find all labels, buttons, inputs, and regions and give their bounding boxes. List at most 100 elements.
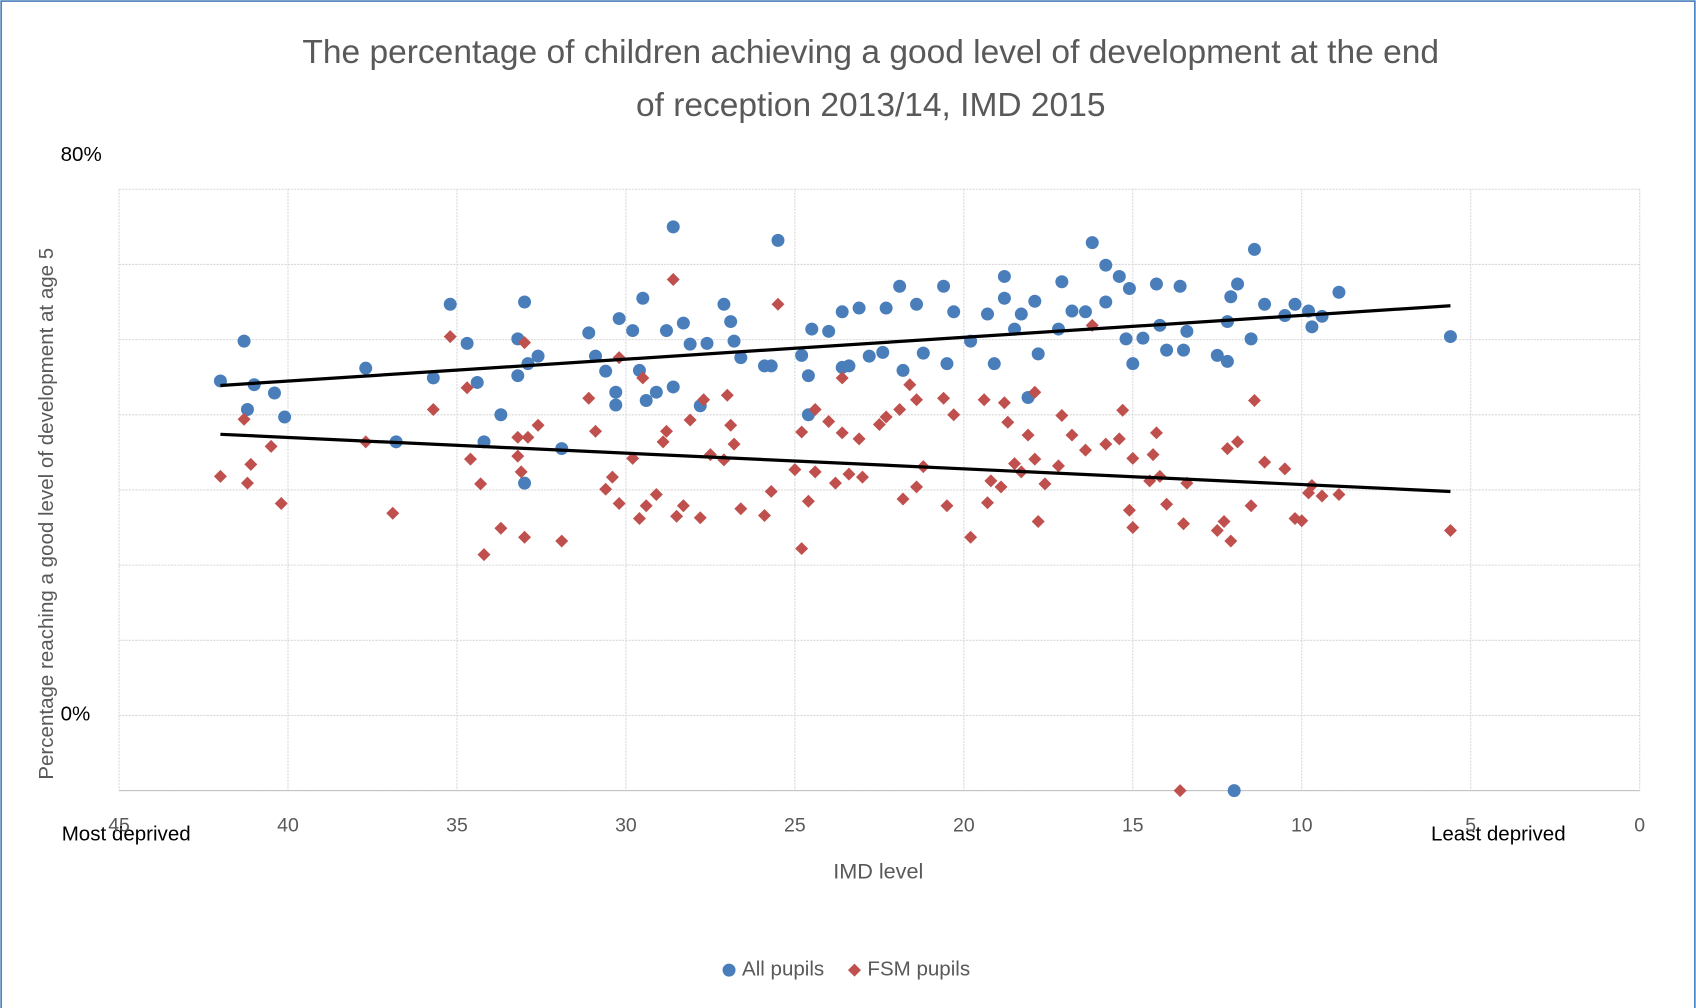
point (717, 297, 731, 311)
point (1051, 459, 1065, 473)
point (910, 393, 924, 407)
point (1173, 784, 1187, 798)
point (1244, 499, 1258, 513)
point (649, 385, 663, 399)
point (359, 361, 373, 375)
point (639, 394, 653, 407)
point (997, 291, 1011, 305)
point (757, 509, 771, 522)
point (1220, 442, 1234, 456)
point (720, 388, 734, 402)
point (1149, 426, 1163, 440)
point (676, 499, 690, 513)
point (795, 348, 809, 362)
point (518, 476, 532, 490)
point (697, 393, 711, 407)
point (278, 410, 292, 424)
point (1224, 290, 1238, 304)
point (599, 364, 613, 378)
point (649, 487, 663, 501)
point (1231, 277, 1245, 291)
point (835, 305, 849, 319)
point (795, 425, 809, 439)
point (1014, 307, 1028, 321)
point (1160, 343, 1174, 357)
point (1028, 294, 1042, 308)
point (842, 359, 856, 373)
point (1220, 354, 1234, 368)
x-axis-label: IMD level (833, 859, 923, 884)
trendline (220, 432, 1451, 494)
y-axis-label: Percentage reaching a good level of deve… (35, 248, 58, 780)
point (1065, 428, 1079, 442)
point (1099, 295, 1113, 309)
point (835, 371, 849, 385)
point (997, 269, 1011, 283)
point (1210, 348, 1224, 362)
x-tick-label: 20 (953, 814, 975, 836)
point (1258, 297, 1272, 311)
legend-label: All pupils (742, 958, 824, 981)
point (1295, 514, 1309, 528)
point (1146, 448, 1160, 462)
point (676, 316, 690, 330)
point (805, 322, 819, 336)
point (808, 465, 822, 479)
point (724, 418, 738, 432)
point (1180, 324, 1194, 338)
point (612, 496, 626, 510)
point (463, 452, 477, 466)
point (822, 324, 836, 338)
point (1008, 457, 1022, 471)
point (683, 337, 697, 351)
point (879, 301, 893, 315)
point (1278, 462, 1292, 476)
point (639, 499, 653, 513)
point (855, 470, 869, 484)
point (605, 470, 619, 484)
point (1126, 451, 1140, 465)
annotation: Least deprived (1431, 822, 1566, 845)
point (494, 408, 508, 422)
point (1247, 242, 1261, 256)
point (964, 530, 978, 544)
point (771, 233, 785, 247)
point (514, 465, 528, 479)
point (240, 403, 254, 417)
point (1173, 279, 1187, 293)
point (518, 530, 532, 544)
x-tick-label: 10 (1291, 814, 1313, 836)
point (842, 467, 856, 481)
trendline (220, 304, 1451, 388)
point (1332, 285, 1346, 299)
point (683, 413, 697, 427)
point (693, 511, 707, 525)
point (916, 346, 930, 360)
point (267, 386, 281, 400)
point (511, 369, 525, 383)
point (460, 336, 474, 350)
point (666, 220, 680, 234)
point (1122, 503, 1136, 517)
point (426, 371, 440, 385)
point (828, 476, 842, 490)
point (893, 403, 907, 417)
point (1305, 320, 1319, 334)
point (636, 291, 650, 305)
x-tick-label: 30 (615, 814, 637, 836)
point (734, 502, 748, 516)
x-tick-label: 15 (1122, 814, 1144, 836)
point (274, 496, 288, 510)
point (1126, 357, 1140, 371)
chart-title: of reception 2013/14, IMD 2015 (636, 87, 1106, 124)
x-tick-label: 45 (108, 814, 130, 836)
point (426, 403, 440, 417)
annotation: 0% (61, 702, 91, 725)
point (1028, 385, 1042, 399)
point (872, 418, 886, 432)
point (1119, 332, 1133, 346)
point (1126, 521, 1140, 535)
point (764, 484, 778, 498)
point (1247, 394, 1261, 407)
